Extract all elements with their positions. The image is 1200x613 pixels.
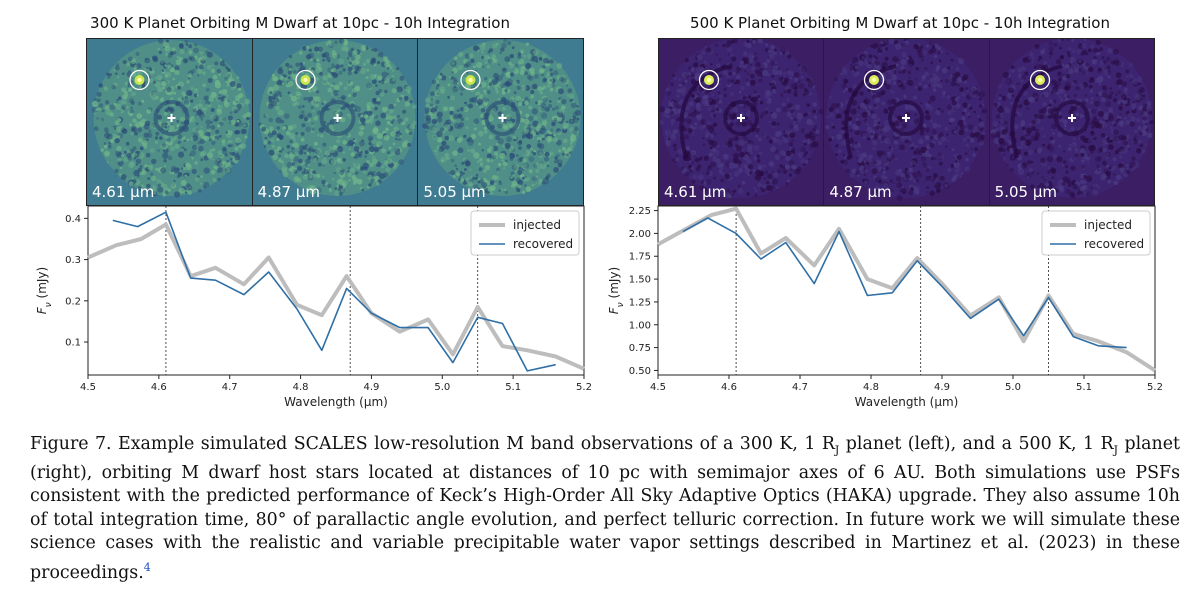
x-tick-label: 5.1 <box>1076 382 1092 393</box>
panel-title: 300 K Planet Orbiting M Dwarf at 10pc - … <box>90 14 510 32</box>
wavelength-label: 5.05 μm <box>994 183 1057 201</box>
x-tick-label: 4.6 <box>151 382 167 393</box>
series-line-injected <box>87 222 585 371</box>
wavelength-label: 4.61 μm <box>664 183 727 201</box>
y-tick-label: 0.2 <box>65 296 81 307</box>
x-tick-label: 5.1 <box>505 382 521 393</box>
panel-title: 500 K Planet Orbiting M Dwarf at 10pc - … <box>690 14 1110 32</box>
y-tick-label: 1.25 <box>629 297 651 308</box>
speckle-image <box>422 39 582 196</box>
x-tick-label: 4.9 <box>363 382 379 393</box>
legend-label: injected <box>513 218 561 232</box>
y-tick-label: 0.3 <box>65 255 81 266</box>
legend-label: injected <box>1084 218 1132 232</box>
cube-slice-image: 4.61 μm <box>659 39 825 205</box>
caption-text: Figure 7. Example simulated SCALES low-r… <box>30 434 1180 583</box>
figure-caption: Figure 7. Example simulated SCALES low-r… <box>30 433 1180 585</box>
series-line-injected <box>657 206 1157 373</box>
x-tick-label: 4.7 <box>222 382 238 393</box>
plot-frame <box>87 205 585 376</box>
speckle-image <box>825 39 988 201</box>
cube-slice-image: 5.05 μm <box>418 39 583 205</box>
speckle-image <box>990 39 1154 199</box>
cube-slice-image: 4.87 μm <box>824 39 990 205</box>
legend-label: recovered <box>1084 237 1144 251</box>
x-tick-label: 5.2 <box>1147 382 1163 393</box>
y-tick-label: 1.50 <box>629 275 651 286</box>
y-tick-label: 0.4 <box>65 214 81 225</box>
y-tick-label: 2.00 <box>629 229 651 240</box>
x-tick-label: 4.6 <box>721 382 737 393</box>
wavelength-label: 5.05 μm <box>423 183 486 201</box>
image-cube-strip: 4.61 μm 4.87 μm 5.05 μm <box>658 38 1155 206</box>
x-tick-label: 4.5 <box>80 382 96 393</box>
speckle-image <box>659 39 823 199</box>
speckle-image <box>257 39 417 197</box>
x-tick-label: 4.5 <box>650 382 666 393</box>
x-tick-label: 4.9 <box>934 382 950 393</box>
x-axis-label: Wavelength (μm) <box>284 395 388 409</box>
wavelength-label: 4.61 μm <box>92 183 155 201</box>
x-tick-label: 5.0 <box>434 382 450 393</box>
cube-slice-image: 4.61 μm <box>87 39 253 205</box>
cube-slice-image: 4.87 μm <box>253 39 419 205</box>
y-tick-label: 0.75 <box>629 343 651 354</box>
x-tick-label: 4.7 <box>792 382 808 393</box>
x-tick-label: 4.8 <box>863 382 879 393</box>
y-tick-label: 2.25 <box>629 206 651 217</box>
y-tick-label: 0.1 <box>65 338 81 349</box>
x-tick-label: 5.2 <box>576 382 592 393</box>
y-axis-label: Fν (mJy) <box>607 267 626 314</box>
spectrum-chart-300k: 4.5 4.6 4.7 4.8 4.9 5.0 5.1 5.2 0.1 0.2 0.3 0.4 Wave… <box>35 205 592 409</box>
series-line-recovered <box>682 217 1127 349</box>
series-line-recovered <box>112 211 556 372</box>
x-tick-label: 5.0 <box>1005 382 1021 393</box>
y-axis-label: Fν (mJy) <box>35 267 54 314</box>
y-tick-label: 1.00 <box>629 320 651 331</box>
x-tick-label: 4.8 <box>293 382 309 393</box>
left-figure-panel: 300 K Planet Orbiting M Dwarf at 10pc - … <box>0 0 600 420</box>
cube-slice-image: 5.05 μm <box>990 39 1154 205</box>
citation-ref[interactable]: 4 <box>143 560 151 574</box>
legend-label: recovered <box>513 237 573 251</box>
y-tick-label: 0.50 <box>629 366 651 377</box>
image-cube-strip: 4.61 μm 4.87 μm 5.05 μm <box>86 38 584 206</box>
plot-frame <box>657 205 1156 376</box>
right-figure-panel: 500 K Planet Orbiting M Dwarf at 10pc - … <box>600 0 1200 420</box>
spectrum-chart-500k: 4.5 4.6 4.7 4.8 4.9 5.0 5.1 5.2 0.50 0.75 1.00 1.25… <box>607 205 1163 409</box>
wavelength-label: 4.87 μm <box>257 183 320 201</box>
speckle-image <box>91 39 252 198</box>
wavelength-label: 4.87 μm <box>829 183 892 201</box>
y-tick-label: 1.75 <box>629 252 651 263</box>
x-axis-label: Wavelength (μm) <box>855 395 959 409</box>
